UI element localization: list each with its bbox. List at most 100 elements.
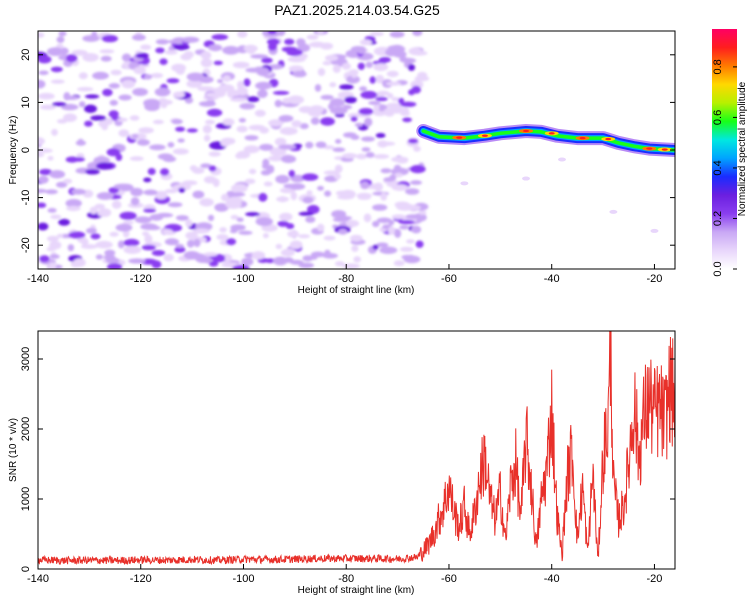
noise-blob — [90, 115, 107, 121]
noise-blob — [255, 81, 272, 90]
noise-blob — [263, 181, 273, 187]
top-y-axis: -20 -10 0 10 20 — [20, 49, 675, 253]
noise-blob — [167, 202, 183, 208]
signal-peak-core — [646, 147, 653, 150]
noise-blob — [108, 83, 121, 89]
noise-blob — [99, 49, 115, 54]
noise-blob — [111, 200, 122, 209]
noise-blob — [192, 167, 205, 174]
noise-blob — [134, 216, 152, 224]
noise-blob — [346, 75, 360, 84]
x-tick-label: -120 — [130, 273, 152, 285]
noise-blob — [306, 190, 313, 195]
x-tick-label: -140 — [27, 573, 49, 585]
noise-blob — [408, 89, 415, 96]
noise-blob — [211, 34, 229, 41]
noise-blob — [38, 55, 52, 64]
noise-blob — [207, 214, 215, 222]
noise-blob — [316, 31, 325, 35]
noise-blob — [80, 244, 98, 250]
noise-blob — [95, 254, 103, 260]
noise-blob — [393, 164, 402, 172]
signal-peak-core — [523, 129, 530, 133]
signal-peak-core — [456, 136, 463, 139]
noise-blob — [157, 153, 174, 160]
noise-blob — [332, 64, 341, 74]
noise-blob — [128, 258, 146, 264]
y-tick-label: 0 — [20, 147, 32, 153]
noise-blob — [231, 183, 248, 193]
noise-blob — [413, 145, 421, 152]
noise-blob — [92, 71, 109, 80]
noise-blob — [206, 108, 223, 117]
noise-blob — [38, 92, 55, 100]
noise-blob — [400, 101, 417, 108]
noise-blob — [323, 145, 335, 150]
noise-blob — [332, 147, 346, 152]
noise-blob — [222, 75, 231, 82]
noise-blob — [389, 174, 397, 181]
noise-blob — [85, 169, 100, 175]
noise-blob — [78, 72, 88, 80]
x-tick-label: -100 — [232, 273, 254, 285]
y-tick-label: 2000 — [20, 417, 32, 441]
noise-blob — [380, 168, 392, 174]
noise-blob — [171, 118, 183, 125]
noise-blob — [286, 48, 303, 57]
noise-blob — [290, 259, 304, 265]
noise-blob — [217, 79, 223, 84]
noise-blob — [175, 244, 185, 248]
noise-blob — [331, 210, 347, 219]
noise-blob — [199, 76, 214, 84]
noise-blob — [361, 147, 371, 152]
noise-blob — [409, 165, 426, 174]
noise-blob — [55, 181, 68, 188]
noise-blob — [66, 205, 81, 212]
colorbar-tick-label: 0.4 — [712, 160, 724, 175]
noise-blob — [121, 53, 132, 62]
noise-blob — [324, 190, 332, 197]
noise-blob — [364, 117, 373, 127]
noise-blob — [182, 180, 198, 186]
signal-speckle — [609, 209, 618, 214]
noise-blob — [213, 256, 226, 263]
noise-blob — [243, 44, 258, 53]
noise-blob — [307, 204, 320, 214]
colorbar-tick-label: 0.8 — [712, 59, 724, 74]
noise-blob — [113, 183, 132, 190]
noise-blob — [417, 71, 428, 79]
noise-blob — [104, 249, 116, 257]
noise-blob — [143, 189, 158, 196]
snr-series — [38, 331, 675, 566]
noise-blob — [344, 96, 357, 104]
noise-blob — [391, 97, 400, 102]
noise-blob — [131, 134, 139, 139]
noise-blob — [172, 148, 189, 155]
noise-blob — [353, 256, 362, 263]
noise-blob — [181, 36, 200, 43]
noise-blob — [275, 243, 283, 250]
noise-blob — [193, 238, 201, 248]
noise-blob — [230, 192, 246, 197]
noise-blob — [394, 228, 402, 238]
noise-blob — [110, 69, 122, 76]
noise-blob — [239, 103, 256, 110]
noise-blob — [202, 124, 212, 134]
noise-blob — [38, 148, 53, 153]
noise-blob — [173, 91, 185, 98]
noise-blob — [38, 152, 45, 158]
noise-blob — [335, 139, 342, 144]
noise-blob — [412, 31, 423, 37]
noise-blob — [144, 102, 160, 112]
noise-blob — [338, 228, 348, 235]
noise-blob — [200, 58, 213, 68]
noise-blob — [138, 127, 154, 134]
noise-blob — [220, 138, 231, 147]
noise-blob — [143, 74, 153, 80]
y-tick-label: 1000 — [20, 487, 32, 511]
signal-speckle — [557, 157, 566, 162]
noise-blob — [260, 213, 271, 218]
noise-blob — [320, 42, 334, 50]
noise-blob — [379, 246, 398, 254]
noise-blob — [94, 203, 106, 210]
